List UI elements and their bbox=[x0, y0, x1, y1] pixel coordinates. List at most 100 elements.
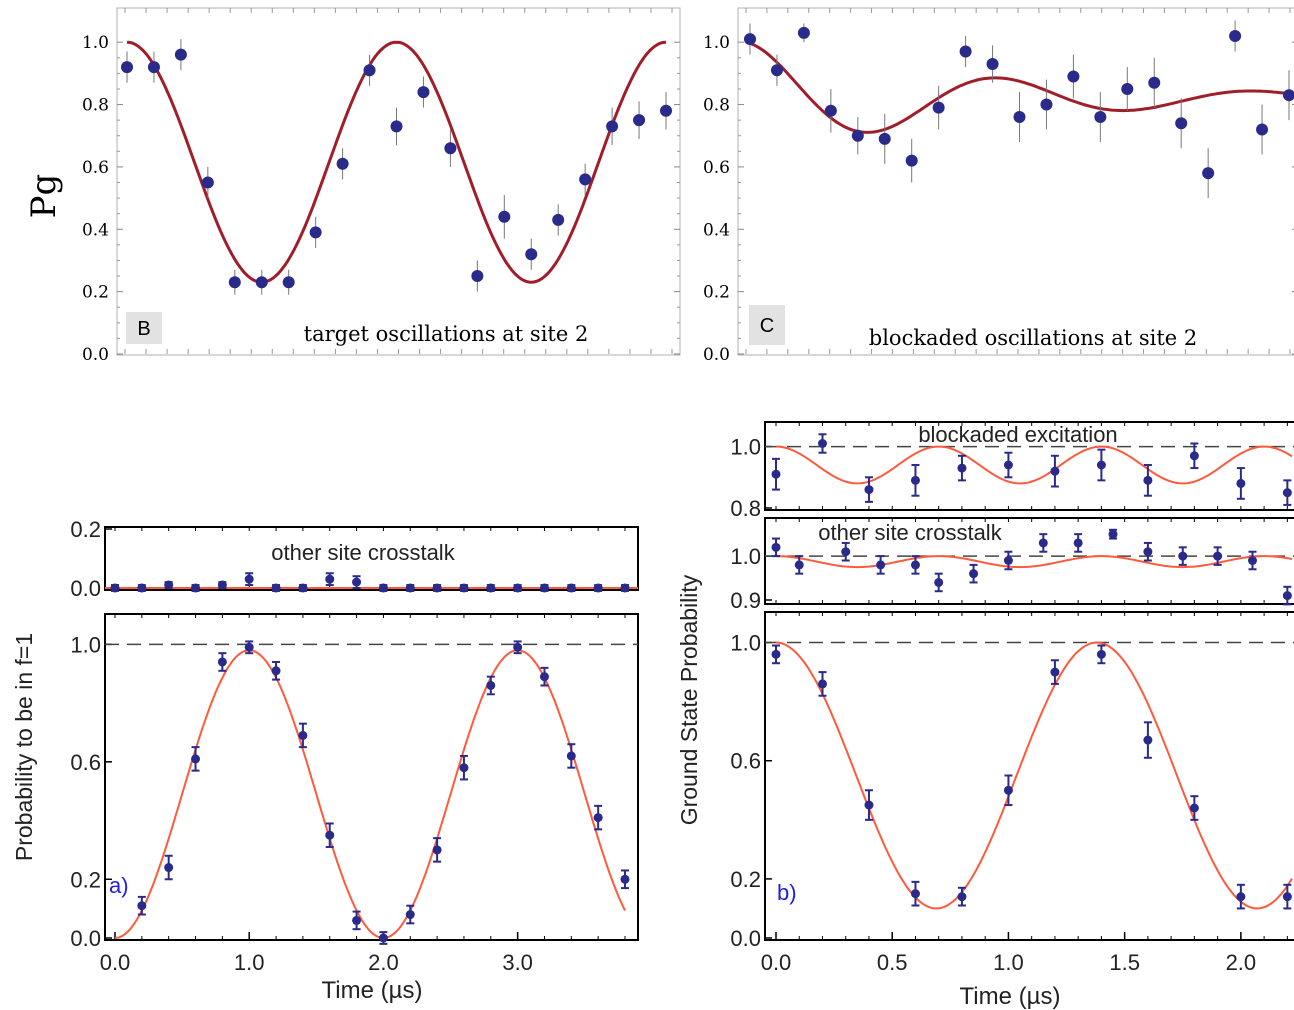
data-point bbox=[593, 813, 603, 823]
panel-b-blockaded-frame bbox=[764, 421, 1294, 511]
panel-b-label-box bbox=[126, 312, 162, 344]
y-tick-label: 0.2 bbox=[703, 283, 730, 303]
panel-b-xlabel: Time (µs) bbox=[960, 983, 1061, 1010]
data-point bbox=[486, 680, 496, 690]
y-tick-label: 0.0 bbox=[70, 576, 101, 601]
data-point bbox=[137, 901, 147, 911]
y-tick-label: 0.4 bbox=[703, 220, 730, 240]
panel-a-xlabel: Time (µs) bbox=[322, 977, 423, 1004]
y-tick-label: 0.8 bbox=[730, 496, 761, 521]
data-point bbox=[191, 583, 201, 593]
panel-a-main: 0.0 0.2 0.6 1.0 0.0 1.0 2.0 3.0 a) Time (µs) Pr… bbox=[11, 613, 639, 1004]
data-point bbox=[1236, 892, 1246, 902]
data-point bbox=[459, 583, 469, 593]
data-point bbox=[444, 142, 457, 155]
data-point bbox=[244, 574, 254, 584]
data-point bbox=[1213, 551, 1223, 561]
data-point bbox=[228, 276, 241, 289]
data-point bbox=[352, 577, 362, 587]
data-point bbox=[298, 730, 308, 740]
data-point bbox=[1096, 460, 1106, 470]
data-point bbox=[137, 583, 147, 593]
fit-curve bbox=[775, 641, 1293, 910]
panel-b-crosstalk-frame bbox=[764, 517, 1294, 605]
data-point bbox=[417, 86, 430, 99]
data-point bbox=[1175, 117, 1188, 130]
data-point bbox=[552, 213, 565, 226]
data-point bbox=[566, 751, 576, 761]
data-point bbox=[432, 583, 442, 593]
data-point bbox=[378, 583, 388, 593]
data-point bbox=[147, 61, 160, 74]
y-tick-label: 0.0 bbox=[82, 345, 109, 365]
data-point bbox=[770, 64, 783, 77]
panel-b-crosstalk-annotation: other site crosstalk bbox=[818, 520, 1002, 545]
panel-a-main-frame bbox=[104, 613, 639, 941]
data-point bbox=[910, 560, 920, 570]
data-point bbox=[459, 763, 469, 773]
y-tick-label: 1.0 bbox=[82, 33, 109, 53]
y-tick-label: 0.0 bbox=[70, 926, 101, 951]
y-tick-label: 0.2 bbox=[82, 283, 109, 303]
panel-c-label-box bbox=[749, 305, 785, 345]
data-point bbox=[905, 154, 918, 167]
data-point bbox=[660, 104, 672, 117]
fit-curve bbox=[745, 40, 1294, 134]
panel-b-crosstalk: 0.9 1.0 other site crosstalk bbox=[730, 517, 1294, 613]
data-point bbox=[282, 276, 295, 289]
panel-b-blockaded: 0.8 1.0 blockaded excitation bbox=[730, 421, 1294, 521]
data-point bbox=[539, 583, 549, 593]
fit-curve bbox=[114, 649, 626, 940]
y-tick-label: 0.2 bbox=[70, 517, 101, 542]
panel-b-label: b) bbox=[777, 880, 797, 905]
data-point bbox=[1050, 667, 1060, 677]
data-point bbox=[957, 463, 967, 473]
data-point bbox=[794, 560, 804, 570]
panel-c: 0.0 0.2 0.4 0.6 0.8 1.0 C blockaded oscillati… bbox=[703, 7, 1294, 365]
data-point bbox=[620, 874, 630, 884]
data-point bbox=[1256, 123, 1269, 136]
data-point bbox=[934, 577, 944, 587]
data-point bbox=[1108, 529, 1118, 539]
data-point bbox=[471, 270, 484, 283]
data-point bbox=[910, 889, 920, 899]
data-point bbox=[771, 649, 781, 659]
data-point bbox=[298, 583, 308, 593]
panel-b-ylabel: Pg bbox=[24, 174, 64, 219]
data-point bbox=[164, 863, 174, 873]
x-tick-label: 1.0 bbox=[234, 950, 265, 975]
data-point bbox=[744, 33, 756, 46]
panel-a-label: a) bbox=[109, 873, 129, 898]
y-tick-label: 0.6 bbox=[82, 158, 109, 178]
y-tick-label: 0.2 bbox=[70, 867, 101, 892]
data-point bbox=[566, 583, 576, 593]
panel-b-label: B bbox=[137, 318, 150, 340]
data-point bbox=[1040, 98, 1053, 111]
data-point bbox=[405, 910, 415, 920]
data-point bbox=[876, 560, 886, 570]
data-point bbox=[1096, 649, 1106, 659]
data-point bbox=[1148, 76, 1161, 89]
x-tick-label: 0.5 bbox=[877, 950, 908, 975]
data-point bbox=[336, 157, 349, 170]
data-point bbox=[797, 26, 810, 39]
y-tick-label: 0.0 bbox=[730, 926, 761, 951]
y-tick-label: 1.0 bbox=[730, 544, 761, 569]
y-tick-label: 0.2 bbox=[730, 867, 761, 892]
data-point bbox=[1178, 551, 1188, 561]
data-point bbox=[1282, 591, 1292, 601]
data-point bbox=[1143, 547, 1153, 557]
data-point bbox=[1282, 488, 1292, 498]
data-point bbox=[1283, 89, 1294, 102]
data-point bbox=[986, 58, 999, 71]
panel-a-crosstalk-annotation: other site crosstalk bbox=[271, 540, 455, 565]
data-point bbox=[579, 173, 592, 186]
y-tick-label: 0.9 bbox=[730, 588, 761, 613]
y-tick-label: 0.6 bbox=[703, 158, 730, 178]
data-point bbox=[121, 61, 133, 74]
fit-curve bbox=[776, 445, 1293, 485]
data-point bbox=[110, 583, 120, 593]
data-point bbox=[841, 547, 851, 557]
y-tick-label: 0.8 bbox=[703, 96, 730, 116]
data-point bbox=[539, 672, 549, 682]
